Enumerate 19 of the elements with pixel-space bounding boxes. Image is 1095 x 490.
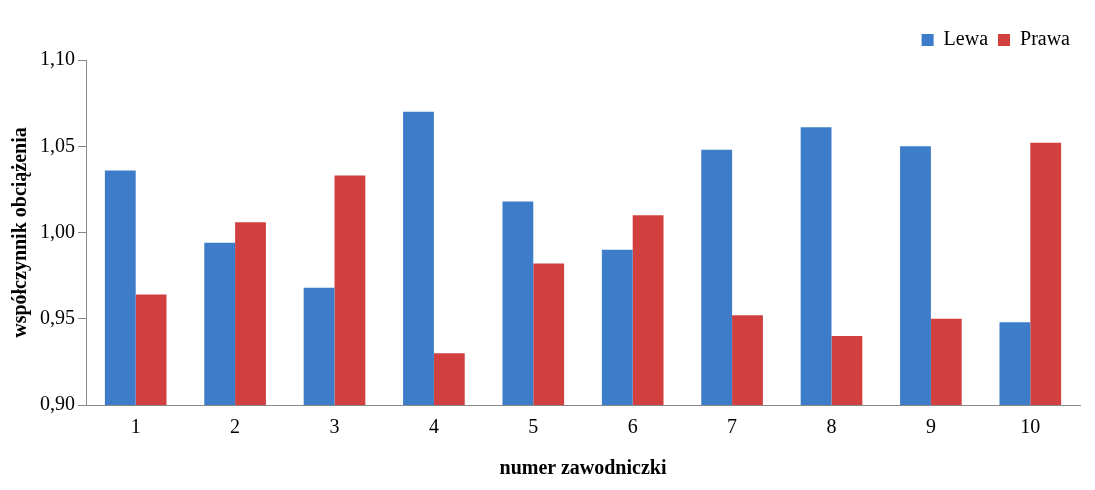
x-tick-label: 5 <box>528 415 539 438</box>
x-tick-label: 7 <box>727 415 738 438</box>
y-axis-title: współczynnik obciążenia <box>8 127 32 338</box>
x-axis-title: numer zawodniczki <box>499 456 667 479</box>
x-tick-label: 6 <box>627 415 638 438</box>
x-tick-label: 3 <box>329 415 340 438</box>
legend-label: Lewa <box>943 27 989 50</box>
x-tick-label: 4 <box>428 415 439 438</box>
y-tick-label: 1,05 <box>40 133 75 156</box>
y-tick-label: 0,95 <box>40 306 75 328</box>
x-tick-label: 10 <box>1020 415 1041 438</box>
x-tick-label: 9 <box>925 415 936 438</box>
y-tick-label: 0,90 <box>40 392 75 415</box>
x-tick-label: 8 <box>826 415 837 438</box>
x-tick-label: 1 <box>130 415 141 438</box>
legend-label: Prawa <box>1020 27 1071 50</box>
y-tick-label: 1,00 <box>40 219 75 242</box>
y-tick-label: 1,10 <box>40 47 75 70</box>
x-tick-label: 2 <box>230 415 241 438</box>
